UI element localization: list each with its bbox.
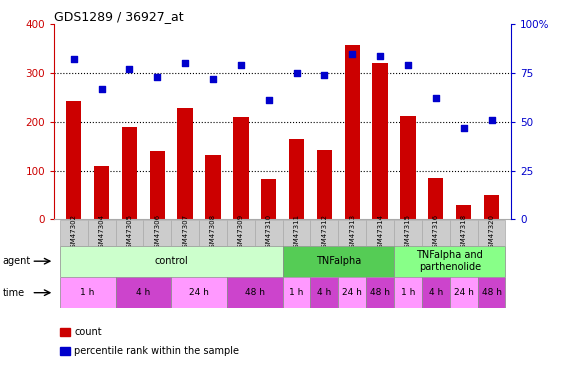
Point — [97, 86, 106, 92]
Point — [69, 57, 78, 63]
Bar — [115, 277, 171, 308]
Point — [320, 72, 329, 78]
Bar — [477, 277, 505, 308]
Text: GSM47306: GSM47306 — [154, 214, 160, 252]
Bar — [227, 220, 255, 246]
Bar — [311, 220, 339, 246]
Text: percentile rank within the sample: percentile rank within the sample — [74, 346, 239, 355]
Point — [459, 125, 468, 131]
Point — [125, 66, 134, 72]
Text: GSM47307: GSM47307 — [182, 214, 188, 252]
Bar — [339, 277, 366, 308]
Text: GSM47315: GSM47315 — [405, 214, 411, 252]
Bar — [317, 150, 332, 219]
Bar — [227, 277, 283, 308]
Text: time: time — [3, 288, 25, 298]
Bar — [394, 277, 422, 308]
Text: GDS1289 / 36927_at: GDS1289 / 36927_at — [54, 10, 184, 23]
Text: 24 h: 24 h — [343, 288, 362, 297]
Text: count: count — [74, 327, 102, 337]
Bar — [366, 277, 394, 308]
Bar — [372, 63, 388, 219]
Bar — [171, 220, 199, 246]
Text: 1 h: 1 h — [289, 288, 304, 297]
Text: GSM47302: GSM47302 — [71, 214, 77, 252]
Text: GSM47314: GSM47314 — [377, 214, 383, 252]
Bar — [143, 220, 171, 246]
Bar — [60, 277, 115, 308]
Text: GSM47320: GSM47320 — [489, 214, 494, 252]
Text: TNFalpha: TNFalpha — [316, 256, 361, 266]
Bar — [122, 127, 137, 219]
Point — [264, 98, 274, 104]
Text: GSM47311: GSM47311 — [293, 214, 300, 252]
Bar — [150, 151, 165, 219]
Bar — [199, 220, 227, 246]
Text: 48 h: 48 h — [245, 288, 265, 297]
Text: GSM47309: GSM47309 — [238, 214, 244, 252]
Text: 48 h: 48 h — [481, 288, 501, 297]
Text: 1 h: 1 h — [81, 288, 95, 297]
Text: GSM47318: GSM47318 — [461, 214, 467, 252]
Bar — [206, 154, 220, 219]
Bar — [311, 277, 339, 308]
Bar — [171, 277, 227, 308]
Point — [404, 62, 413, 68]
Bar — [60, 246, 283, 277]
Bar — [289, 139, 304, 219]
Point — [487, 117, 496, 123]
Point — [152, 74, 162, 80]
Text: 4 h: 4 h — [317, 288, 332, 297]
Bar — [88, 220, 115, 246]
Bar — [484, 195, 499, 219]
Text: 4 h: 4 h — [136, 288, 151, 297]
Bar — [394, 220, 422, 246]
Bar — [94, 166, 109, 219]
Text: 1 h: 1 h — [401, 288, 415, 297]
Text: GSM47304: GSM47304 — [99, 214, 104, 252]
Bar — [394, 246, 505, 277]
Bar — [283, 220, 311, 246]
Bar — [422, 220, 450, 246]
Bar — [261, 179, 276, 219]
Point — [376, 53, 385, 58]
Text: 24 h: 24 h — [454, 288, 473, 297]
Point — [292, 70, 301, 76]
Bar — [66, 101, 82, 219]
Bar — [450, 277, 477, 308]
Bar — [178, 108, 193, 219]
Point — [431, 96, 440, 102]
Point — [180, 60, 190, 66]
Bar — [456, 205, 471, 219]
Point — [348, 51, 357, 57]
Text: agent: agent — [3, 256, 31, 266]
Bar — [115, 220, 143, 246]
Bar — [428, 178, 444, 219]
Bar — [422, 277, 450, 308]
Bar — [450, 220, 477, 246]
Bar — [477, 220, 505, 246]
Text: 4 h: 4 h — [429, 288, 443, 297]
Text: 48 h: 48 h — [370, 288, 390, 297]
Bar — [60, 220, 88, 246]
Text: 24 h: 24 h — [189, 288, 209, 297]
Text: GSM47312: GSM47312 — [321, 214, 327, 252]
Bar — [233, 117, 248, 219]
Text: GSM47305: GSM47305 — [126, 214, 132, 252]
Text: control: control — [154, 256, 188, 266]
Bar — [400, 116, 416, 219]
Text: TNFalpha and
parthenolide: TNFalpha and parthenolide — [416, 251, 483, 272]
Bar — [283, 246, 394, 277]
Text: GSM47308: GSM47308 — [210, 214, 216, 252]
Text: GSM47316: GSM47316 — [433, 214, 439, 252]
Bar — [339, 220, 366, 246]
Bar — [366, 220, 394, 246]
Point — [236, 62, 246, 68]
Text: GSM47313: GSM47313 — [349, 214, 355, 252]
Bar — [283, 277, 311, 308]
Text: GSM47310: GSM47310 — [266, 214, 272, 252]
Bar — [345, 45, 360, 219]
Bar — [255, 220, 283, 246]
Point — [208, 76, 218, 82]
